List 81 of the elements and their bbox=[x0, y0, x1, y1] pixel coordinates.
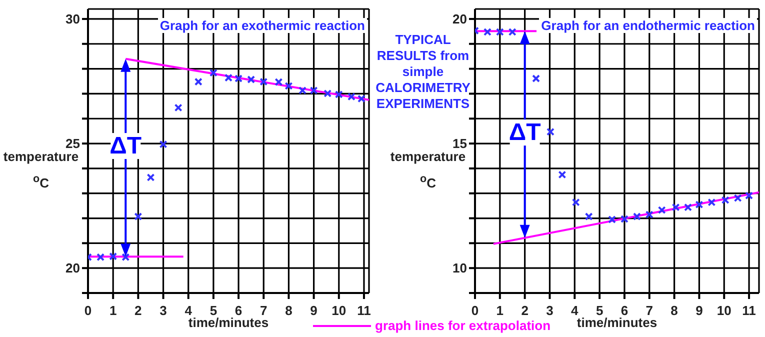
point bbox=[96, 253, 105, 262]
point bbox=[174, 104, 182, 112]
x-tick-label: 2 bbox=[134, 303, 142, 318]
x-tick-label: 4 bbox=[184, 303, 193, 318]
point bbox=[572, 198, 580, 206]
point bbox=[658, 206, 666, 214]
point bbox=[508, 28, 516, 36]
point bbox=[672, 203, 680, 212]
legend-label: graph lines for extrapolation bbox=[375, 318, 551, 333]
point bbox=[695, 200, 704, 209]
point bbox=[745, 192, 754, 200]
y-axis-title: temperature $^{o}$C bbox=[389, 148, 467, 192]
x-tick-label: 3 bbox=[160, 303, 167, 318]
x-tick-label: 10 bbox=[332, 303, 346, 318]
point bbox=[146, 173, 155, 182]
x-tick-label: 10 bbox=[716, 303, 732, 318]
x-tick-label: 6 bbox=[234, 303, 242, 318]
point bbox=[496, 28, 504, 36]
x-tick-label: 11 bbox=[357, 303, 371, 318]
y-tick-label: 10 bbox=[452, 260, 467, 276]
y-axis-title: temperature $^{o}$C bbox=[2, 148, 80, 192]
text: TYPICAL RESULTS from simple CALORIMETRY EXPERIMENTS bbox=[375, 32, 471, 112]
x-tick-label: 7 bbox=[646, 303, 654, 318]
point bbox=[209, 68, 218, 77]
x-tick-label: 6 bbox=[620, 303, 628, 318]
y-tick-label: 30 bbox=[66, 12, 80, 27]
point bbox=[194, 78, 202, 86]
point bbox=[357, 94, 366, 103]
point bbox=[645, 210, 654, 219]
point bbox=[260, 78, 268, 86]
point bbox=[247, 76, 256, 84]
x-tick-label: 0 bbox=[471, 303, 479, 318]
point bbox=[558, 170, 566, 179]
text: Graph for an exothermic reaction bbox=[158, 18, 367, 33]
x-tick-label: 5 bbox=[596, 303, 604, 318]
point bbox=[632, 212, 641, 221]
annotation: ΔT bbox=[508, 119, 542, 146]
x-tick-label: 9 bbox=[310, 303, 318, 318]
x-tick-label: 5 bbox=[210, 303, 218, 318]
x-tick-label: 8 bbox=[285, 303, 292, 318]
point bbox=[546, 128, 554, 136]
point bbox=[684, 203, 692, 212]
point bbox=[334, 90, 343, 98]
point bbox=[734, 194, 742, 202]
x-tick-label: 7 bbox=[260, 303, 268, 318]
point bbox=[708, 198, 716, 206]
x-axis-title: time/minutes bbox=[188, 315, 269, 330]
annotation: ΔT bbox=[110, 132, 142, 160]
point bbox=[134, 212, 142, 221]
point bbox=[310, 86, 318, 94]
x-tick-label: 4 bbox=[571, 303, 580, 318]
point bbox=[284, 82, 293, 90]
x-tick-label: 0 bbox=[84, 303, 92, 318]
point bbox=[224, 74, 232, 82]
x-tick-label: 11 bbox=[742, 303, 756, 318]
point bbox=[274, 78, 283, 86]
y-tick-label: 20 bbox=[452, 12, 467, 27]
x-tick-label: 1 bbox=[109, 303, 117, 318]
x-tick-label: 3 bbox=[546, 303, 554, 318]
point bbox=[122, 253, 130, 262]
text: Graph for an endothermic reaction bbox=[539, 18, 757, 33]
point bbox=[298, 86, 307, 94]
x-tick-label: 9 bbox=[696, 303, 703, 318]
point bbox=[608, 216, 616, 224]
point bbox=[584, 212, 593, 221]
point bbox=[532, 74, 540, 83]
x-tick-label: 2 bbox=[521, 303, 528, 318]
point bbox=[159, 140, 168, 148]
point bbox=[324, 89, 332, 98]
point bbox=[721, 196, 730, 204]
point bbox=[234, 74, 243, 83]
x-tick-label: 8 bbox=[670, 303, 678, 318]
x-axis-title: time/minutes bbox=[576, 315, 658, 330]
point bbox=[483, 28, 492, 36]
x-tick-label: 1 bbox=[496, 303, 504, 318]
point bbox=[620, 215, 628, 224]
y-tick-label: 15 bbox=[452, 136, 467, 152]
y-tick-label: 25 bbox=[66, 136, 80, 152]
point bbox=[109, 252, 118, 260]
point bbox=[347, 92, 356, 101]
y-tick-label: 20 bbox=[66, 260, 80, 276]
